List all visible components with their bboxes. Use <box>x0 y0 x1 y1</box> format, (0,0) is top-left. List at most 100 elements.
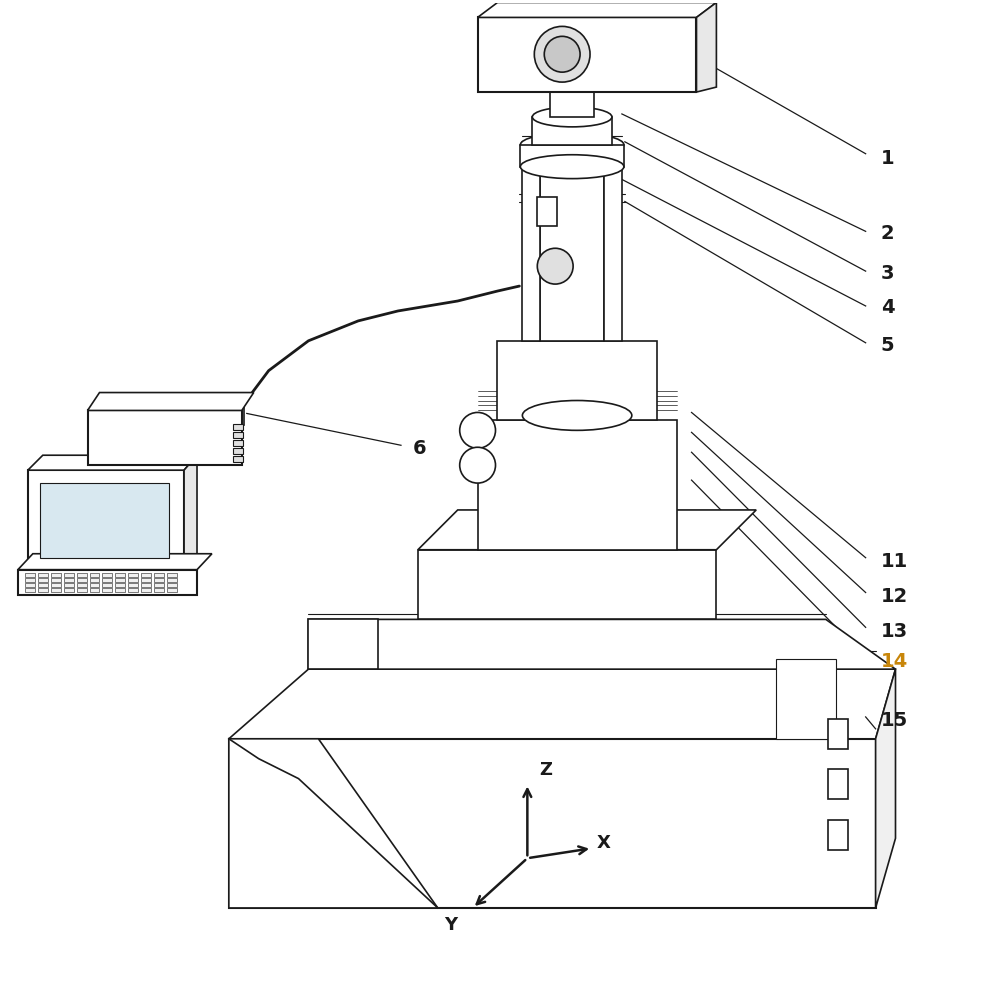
Text: 14: 14 <box>880 652 907 671</box>
Text: 6: 6 <box>413 439 426 458</box>
Bar <box>89 578 99 582</box>
Bar <box>77 588 86 592</box>
Polygon shape <box>417 550 716 619</box>
Bar <box>77 578 86 582</box>
Ellipse shape <box>520 133 623 157</box>
Bar <box>540 142 603 341</box>
Bar <box>532 117 611 145</box>
Polygon shape <box>229 669 895 739</box>
Bar <box>827 719 847 749</box>
Text: 17: 17 <box>119 497 146 516</box>
Bar <box>38 583 48 587</box>
Ellipse shape <box>532 107 611 127</box>
Ellipse shape <box>459 447 495 483</box>
Polygon shape <box>229 739 875 908</box>
Bar <box>154 588 164 592</box>
Ellipse shape <box>537 248 573 284</box>
Text: Z: Z <box>539 761 552 779</box>
Bar <box>64 573 74 577</box>
Bar <box>40 483 169 558</box>
Ellipse shape <box>522 401 631 430</box>
Polygon shape <box>87 393 253 410</box>
Text: 16: 16 <box>194 429 221 448</box>
Bar <box>141 578 151 582</box>
Bar <box>38 588 48 592</box>
Bar <box>827 769 847 798</box>
Polygon shape <box>696 3 716 92</box>
Bar <box>64 583 74 587</box>
Bar <box>550 92 593 117</box>
Text: 12: 12 <box>880 587 907 606</box>
Polygon shape <box>18 554 212 570</box>
Bar <box>102 588 112 592</box>
Bar <box>154 573 164 577</box>
Polygon shape <box>308 619 378 669</box>
Bar <box>64 588 74 592</box>
Text: 15: 15 <box>880 711 907 730</box>
Text: 3: 3 <box>880 264 894 283</box>
Bar <box>154 578 164 582</box>
Text: 11: 11 <box>880 552 907 571</box>
Polygon shape <box>477 17 696 92</box>
Bar <box>167 583 177 587</box>
Bar <box>51 578 61 582</box>
Polygon shape <box>497 341 656 420</box>
Bar <box>51 583 61 587</box>
Ellipse shape <box>534 26 589 82</box>
Bar <box>115 583 125 587</box>
Ellipse shape <box>544 36 580 72</box>
Polygon shape <box>184 455 197 570</box>
Ellipse shape <box>459 412 495 448</box>
Bar <box>25 573 35 577</box>
Bar <box>89 573 99 577</box>
Bar <box>128 588 138 592</box>
Polygon shape <box>417 510 755 550</box>
Bar <box>115 588 125 592</box>
Bar <box>141 573 151 577</box>
Bar <box>233 448 243 454</box>
Bar <box>115 578 125 582</box>
Bar <box>233 424 243 430</box>
Polygon shape <box>28 470 184 570</box>
Polygon shape <box>28 455 197 470</box>
Bar <box>520 145 623 167</box>
Ellipse shape <box>520 155 623 179</box>
Bar <box>89 583 99 587</box>
Polygon shape <box>308 619 895 669</box>
Bar <box>51 588 61 592</box>
Text: 1: 1 <box>880 149 894 168</box>
Polygon shape <box>18 570 197 595</box>
Bar <box>128 578 138 582</box>
Bar <box>87 410 242 465</box>
Bar <box>25 583 35 587</box>
Bar <box>167 573 177 577</box>
Bar <box>233 432 243 438</box>
Bar <box>154 583 164 587</box>
Bar <box>128 583 138 587</box>
Bar <box>233 456 243 462</box>
Polygon shape <box>477 420 676 550</box>
Text: 2: 2 <box>880 224 894 243</box>
Bar <box>219 407 244 425</box>
Text: Y: Y <box>444 916 457 934</box>
Bar <box>115 573 125 577</box>
Bar <box>77 583 86 587</box>
Polygon shape <box>229 739 437 908</box>
Bar <box>128 573 138 577</box>
Bar <box>141 583 151 587</box>
Bar <box>77 573 86 577</box>
Bar <box>603 162 621 341</box>
Bar <box>102 583 112 587</box>
Bar <box>167 578 177 582</box>
Bar <box>775 659 835 739</box>
Bar <box>38 578 48 582</box>
Bar <box>89 588 99 592</box>
Polygon shape <box>875 669 895 908</box>
Bar <box>537 197 557 226</box>
Bar <box>25 588 35 592</box>
Polygon shape <box>477 3 716 17</box>
Bar <box>102 578 112 582</box>
Text: 13: 13 <box>880 622 907 641</box>
Bar <box>522 162 540 341</box>
Text: 4: 4 <box>880 298 894 317</box>
